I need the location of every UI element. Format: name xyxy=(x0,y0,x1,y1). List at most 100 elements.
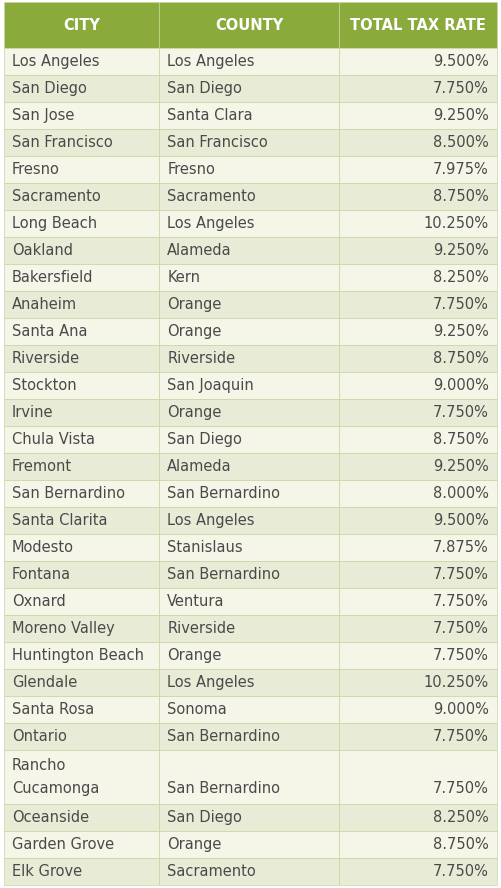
Text: 8.250%: 8.250% xyxy=(433,810,489,825)
Bar xyxy=(4,129,159,156)
Text: Cucamonga: Cucamonga xyxy=(12,781,99,797)
Text: Fresno: Fresno xyxy=(167,162,215,177)
Bar xyxy=(4,237,159,264)
Bar xyxy=(4,561,159,588)
Text: 8.750%: 8.750% xyxy=(433,351,489,366)
Text: Santa Clara: Santa Clara xyxy=(167,108,253,123)
Bar xyxy=(4,291,159,318)
Bar xyxy=(159,588,339,615)
Text: San Diego: San Diego xyxy=(167,81,242,96)
Bar xyxy=(339,561,497,588)
Text: Stanislaus: Stanislaus xyxy=(167,540,243,555)
Text: 10.250%: 10.250% xyxy=(424,216,489,231)
Bar xyxy=(159,183,339,210)
Text: Kern: Kern xyxy=(167,270,200,285)
Bar xyxy=(339,318,497,345)
Bar xyxy=(4,156,159,183)
Bar xyxy=(339,669,497,696)
Bar xyxy=(339,399,497,426)
Bar xyxy=(159,507,339,534)
Bar xyxy=(159,615,339,642)
Text: 7.750%: 7.750% xyxy=(433,648,489,663)
Text: Ontario: Ontario xyxy=(12,729,67,744)
Bar xyxy=(159,669,339,696)
Bar xyxy=(159,210,339,237)
Bar xyxy=(159,399,339,426)
Bar xyxy=(4,183,159,210)
Text: San Diego: San Diego xyxy=(167,432,242,447)
Text: 8.750%: 8.750% xyxy=(433,432,489,447)
Text: CITY: CITY xyxy=(63,18,100,33)
Bar xyxy=(339,372,497,399)
Bar xyxy=(159,129,339,156)
Text: San Diego: San Diego xyxy=(12,81,87,96)
Text: Santa Rosa: Santa Rosa xyxy=(12,702,94,717)
Bar xyxy=(4,534,159,561)
Bar xyxy=(4,750,159,804)
Bar xyxy=(4,48,159,75)
Bar xyxy=(339,723,497,750)
Bar xyxy=(339,48,497,75)
Bar xyxy=(4,723,159,750)
Text: 9.250%: 9.250% xyxy=(433,243,489,258)
Bar xyxy=(339,237,497,264)
Bar xyxy=(159,156,339,183)
Bar xyxy=(4,642,159,669)
Text: 7.750%: 7.750% xyxy=(433,567,489,582)
Bar xyxy=(159,345,339,372)
Text: 9.250%: 9.250% xyxy=(433,459,489,474)
Bar xyxy=(159,534,339,561)
Bar xyxy=(159,642,339,669)
Text: Los Angeles: Los Angeles xyxy=(167,675,255,690)
Bar xyxy=(4,75,159,102)
Bar xyxy=(4,480,159,507)
Text: Stockton: Stockton xyxy=(12,378,77,393)
Bar xyxy=(339,264,497,291)
Bar xyxy=(339,750,497,804)
Text: Riverside: Riverside xyxy=(12,351,80,366)
Bar xyxy=(339,507,497,534)
Bar xyxy=(4,2,159,48)
Text: Orange: Orange xyxy=(167,648,221,663)
Text: Fremont: Fremont xyxy=(12,459,72,474)
Bar xyxy=(4,669,159,696)
Bar xyxy=(159,696,339,723)
Text: Riverside: Riverside xyxy=(167,351,235,366)
Text: Oceanside: Oceanside xyxy=(12,810,89,825)
Text: Elk Grove: Elk Grove xyxy=(12,864,82,879)
Bar xyxy=(159,48,339,75)
Text: San Bernardino: San Bernardino xyxy=(167,781,280,797)
Bar xyxy=(339,480,497,507)
Bar xyxy=(159,237,339,264)
Bar xyxy=(159,2,339,48)
Bar xyxy=(339,696,497,723)
Bar xyxy=(159,750,339,804)
Bar xyxy=(339,804,497,831)
Text: 7.875%: 7.875% xyxy=(433,540,489,555)
Text: Chula Vista: Chula Vista xyxy=(12,432,95,447)
Text: 9.000%: 9.000% xyxy=(433,378,489,393)
Text: Oakland: Oakland xyxy=(12,243,73,258)
Text: 10.250%: 10.250% xyxy=(424,675,489,690)
Bar xyxy=(4,264,159,291)
Bar xyxy=(159,102,339,129)
Bar xyxy=(339,588,497,615)
Text: 9.250%: 9.250% xyxy=(433,324,489,339)
Text: COUNTY: COUNTY xyxy=(215,18,284,33)
Bar xyxy=(4,426,159,453)
Text: 9.250%: 9.250% xyxy=(433,108,489,123)
Bar xyxy=(339,210,497,237)
Text: Anaheim: Anaheim xyxy=(12,297,77,312)
Text: Sacramento: Sacramento xyxy=(12,189,101,204)
Bar xyxy=(4,804,159,831)
Bar xyxy=(4,588,159,615)
Bar xyxy=(159,291,339,318)
Bar xyxy=(4,318,159,345)
Text: Alameda: Alameda xyxy=(167,243,232,258)
Text: 7.750%: 7.750% xyxy=(433,81,489,96)
Text: 7.750%: 7.750% xyxy=(433,729,489,744)
Text: San Francisco: San Francisco xyxy=(167,135,268,150)
Bar xyxy=(339,831,497,858)
Bar xyxy=(339,102,497,129)
Bar xyxy=(339,453,497,480)
